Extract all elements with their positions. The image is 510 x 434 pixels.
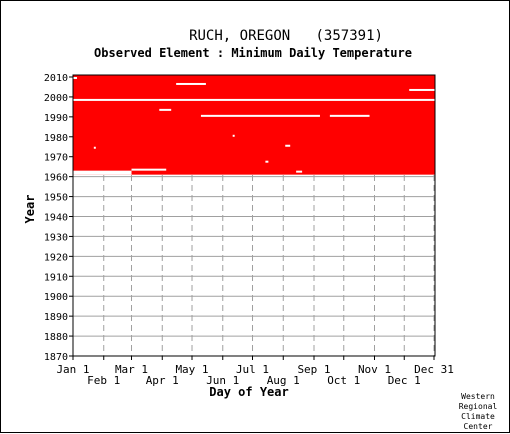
y-tick-label: 1900 bbox=[44, 292, 68, 303]
x-tick-label-bottom: Apr 1 bbox=[146, 374, 179, 387]
y-tick-label: 1880 bbox=[44, 332, 68, 343]
y-tick-label: 1910 bbox=[44, 272, 68, 283]
y-axis-label: Year bbox=[23, 195, 37, 224]
missing-data-gap bbox=[329, 114, 370, 117]
missing-data-gap bbox=[131, 168, 167, 171]
x-axis-label: Day of Year bbox=[209, 385, 288, 399]
x-tick-label-bottom: Dec 1 bbox=[388, 374, 421, 387]
chart-subtitle: Observed Element : Minimum Daily Tempera… bbox=[94, 46, 412, 60]
y-tick-label: 1890 bbox=[44, 312, 68, 323]
y-tick-label: 2010 bbox=[44, 73, 68, 84]
missing-data-gap bbox=[176, 82, 206, 85]
missing-data-gap bbox=[73, 170, 132, 175]
missing-data-gap bbox=[285, 144, 291, 147]
y-tick-label: 1930 bbox=[44, 232, 68, 243]
data-block bbox=[73, 75, 435, 175]
missing-data-gap bbox=[409, 88, 435, 91]
x-tick-label-top: Dec 31 bbox=[414, 363, 454, 376]
missing-data-gap bbox=[200, 114, 320, 117]
y-tick-label: 1950 bbox=[44, 193, 68, 204]
x-tick-labels: Jan 1 Mar 1 May 1 Jul 1 Sep 1 Nov 1 Dec 31 Feb … bbox=[56, 356, 454, 387]
y-tick-label: 1990 bbox=[44, 113, 68, 124]
credit-line: Western bbox=[461, 392, 495, 401]
x-tick-label-top: May 1 bbox=[175, 363, 208, 376]
x-tick-label-top: Mar 1 bbox=[115, 363, 148, 376]
credit-line: Climate bbox=[461, 412, 495, 421]
chart-title: RUCH, OREGON (357391) bbox=[189, 28, 383, 44]
missing-data-gap bbox=[73, 98, 435, 101]
y-tick-label: 1920 bbox=[44, 252, 68, 263]
x-tick-label-bottom: Jun 1 bbox=[206, 374, 239, 387]
x-tick-label-bottom: Aug 1 bbox=[267, 374, 300, 387]
missing-data-gap bbox=[93, 146, 96, 149]
y-tick-label: 1970 bbox=[44, 153, 68, 164]
x-tick-label-top: Jul 1 bbox=[236, 363, 269, 376]
missing-data-gap bbox=[265, 160, 269, 163]
plot-border bbox=[72, 74, 436, 357]
heatmap-data bbox=[73, 75, 435, 175]
x-tick-label-top: Sep 1 bbox=[297, 363, 330, 376]
y-tick-label: 1980 bbox=[44, 133, 68, 144]
missing-data-gap bbox=[159, 108, 172, 111]
credit-line: Regional bbox=[459, 402, 498, 411]
y-tick-label: 1870 bbox=[44, 352, 68, 363]
missing-data-gap bbox=[73, 76, 77, 79]
y-tick-label: 2000 bbox=[44, 93, 68, 104]
x-tick-label-top: Jan 1 bbox=[56, 363, 89, 376]
y-tick-label: 1960 bbox=[44, 173, 68, 184]
credit-line: Center bbox=[464, 422, 493, 431]
x-tick-label-top: Nov 1 bbox=[358, 363, 391, 376]
y-tick-labels: 2010 2000 1990 1980 1970 1960 1950 1940 1930 1920… bbox=[44, 73, 73, 363]
x-tick-label-bottom: Feb 1 bbox=[87, 374, 120, 387]
x-tick-label-bottom: Oct 1 bbox=[327, 374, 360, 387]
missing-data-gap bbox=[232, 134, 235, 137]
y-tick-label: 1940 bbox=[44, 212, 68, 223]
missing-data-gap bbox=[296, 170, 303, 173]
